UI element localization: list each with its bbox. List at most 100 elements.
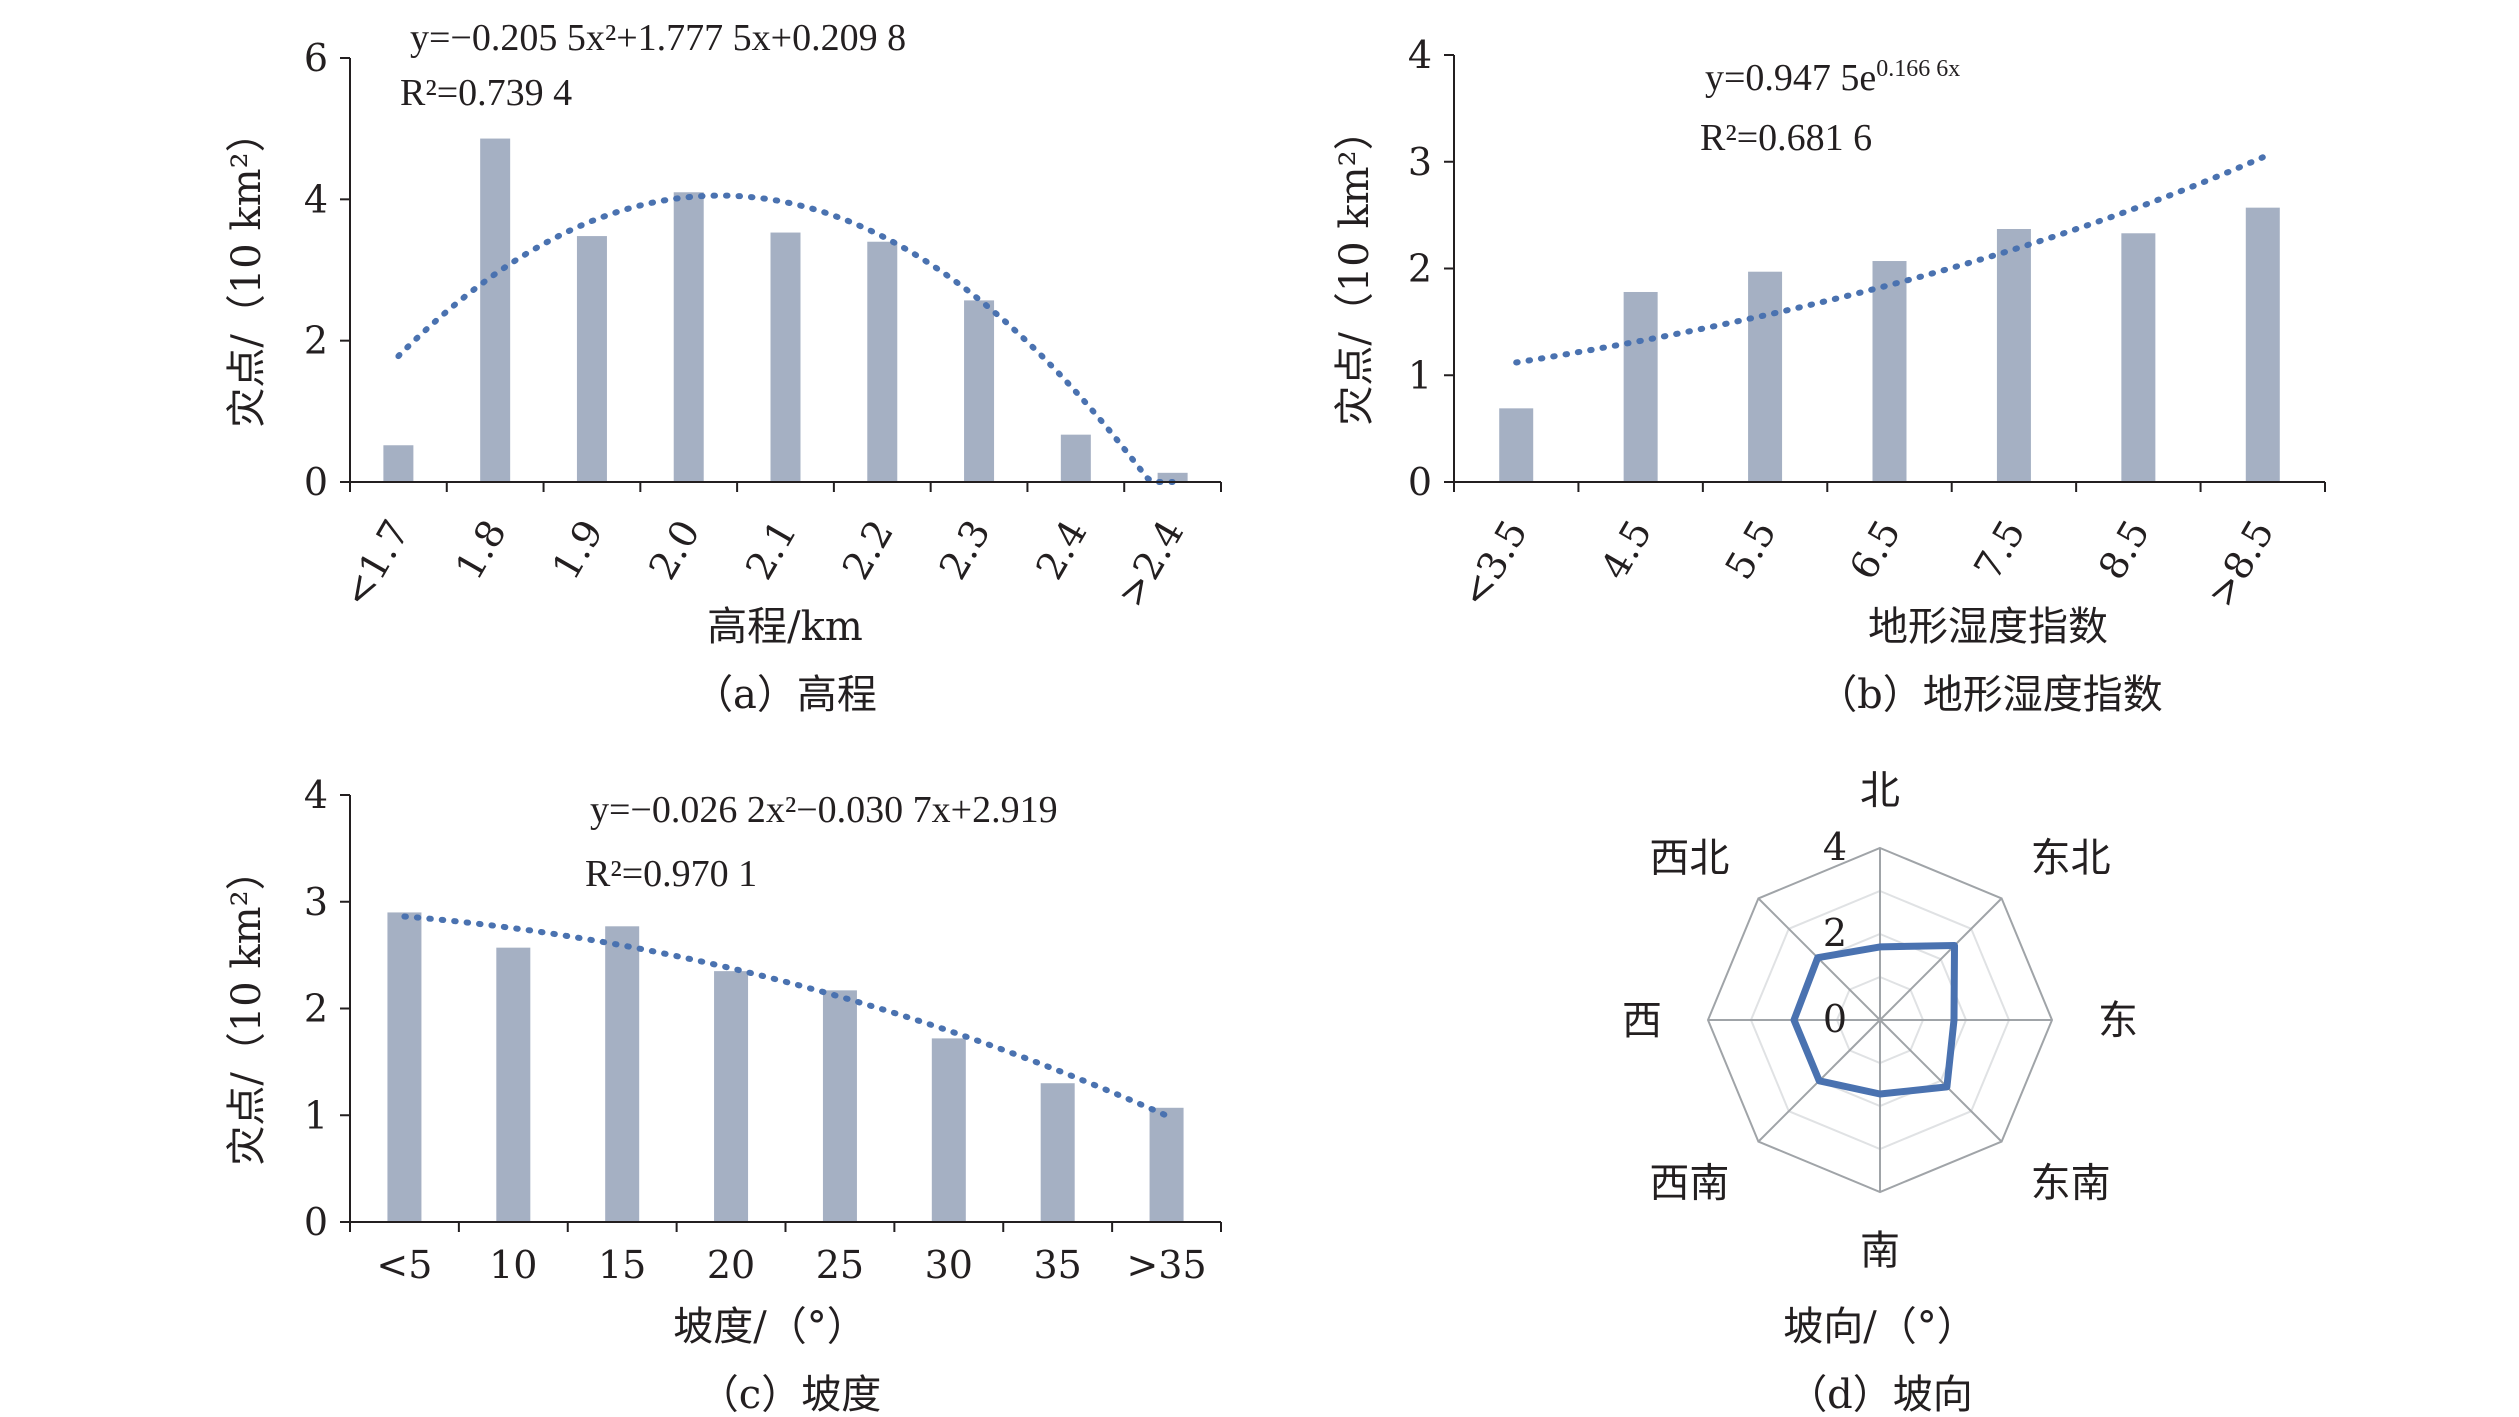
panel-a-bar-2 xyxy=(576,236,607,482)
panel-d-direction-label: 东北 xyxy=(2031,835,2111,881)
panel-b-bar-3 xyxy=(1872,261,1907,482)
panel-c-x-ticks: <5 10 15 20 25 30 35 >35 xyxy=(349,1222,1222,1287)
panel-d-grid xyxy=(1706,846,2054,1194)
panel-c-x-tick-label: 30 xyxy=(925,1243,973,1287)
panel-d-radial-ticks: 0 2 4 xyxy=(1823,825,1847,1041)
panel-c-trendline xyxy=(401,913,1170,1119)
panel-b-bar-1 xyxy=(1623,291,1658,482)
panel-a-x-tick-label: 2.0 xyxy=(640,513,708,587)
panel-a-bar-5 xyxy=(867,241,898,482)
panel-b-equation-exponent: 0.166 6x xyxy=(1876,56,1960,82)
panel-a-x-tick-label: 1.8 xyxy=(447,513,515,587)
panel-c-equation: y=−0.026 2x²−0.030 7x+2.919 xyxy=(590,789,1058,831)
panel-b-bar-2 xyxy=(1748,271,1783,482)
panel-c-x-tick-label: <5 xyxy=(376,1243,432,1287)
panel-a-bar-3 xyxy=(673,192,704,482)
panel-b-caption: （b）地形湿度指数 xyxy=(1817,672,2163,718)
panel-a-x-tick-label: 2.4 xyxy=(1027,513,1095,587)
panel-c-x-tick-label: 35 xyxy=(1034,1243,1082,1287)
panel-a-r2: R²=0.739 4 xyxy=(400,72,572,114)
panel-d-x-label: 坡向/（°） xyxy=(1783,1304,1976,1350)
panel-c-x-label: 坡度/（°） xyxy=(673,1304,866,1350)
panel-b-x-tick-label: 8.5 xyxy=(2090,513,2158,587)
panel-b-bars xyxy=(1499,207,2280,482)
panel-c-y-tick-label: 2 xyxy=(304,987,328,1031)
panel-d-spoke xyxy=(1879,897,2003,1021)
panel-d-direction-label: 北 xyxy=(1860,768,1900,814)
panel-a-x-label: 高程/km xyxy=(707,604,863,650)
panel-b-r2: R²=0.681 6 xyxy=(1700,117,1872,159)
panel-b-x-tick-label: >8.5 xyxy=(2198,513,2282,615)
panel-c-bar-1 xyxy=(496,947,531,1222)
panel-a-bar-1 xyxy=(480,138,511,482)
panel-a: 0 2 4 6 <1.7 1.8 1.9 2.0 2.1 2.2 2.3 2.4 >2.4 y=−0.… xyxy=(224,17,1222,718)
panel-a-x-tick-label: 2.2 xyxy=(834,513,902,587)
panel-d-radar-series xyxy=(1790,942,1958,1098)
panel-c-y-tick-label: 4 xyxy=(304,773,328,817)
panel-a-y-tick-label: 2 xyxy=(304,319,328,363)
panel-a-y-tick-label: 4 xyxy=(304,177,328,221)
panel-b-y-tick-label: 2 xyxy=(1408,247,1432,291)
panel-c-r2: R²=0.970 1 xyxy=(585,853,757,895)
panel-a-bars xyxy=(383,138,1188,482)
panel-a-bar-6 xyxy=(964,300,995,482)
panel-a-x-tick-label: >2.4 xyxy=(1108,513,1192,615)
panel-d-radial-tick-label: 2 xyxy=(1823,911,1847,955)
panel-b-x-tick-label: 7.5 xyxy=(1965,513,2033,587)
panel-d-radial-tick-label: 0 xyxy=(1823,997,1847,1041)
panel-c-x-tick-label: 10 xyxy=(489,1243,537,1287)
panel-d-direction-label: 东南 xyxy=(2031,1161,2111,1207)
panel-a-caption: （a）高程 xyxy=(693,672,877,718)
panel-b-equation: y=0.947 5e0.166 6x xyxy=(1705,56,1960,99)
panel-c-y-tick-label: 3 xyxy=(304,880,328,924)
panel-c-bar-0 xyxy=(387,912,422,1222)
panel-c-bar-5 xyxy=(931,1038,966,1222)
panel-c-y-tick-label: 1 xyxy=(304,1093,328,1137)
panel-c-bar-6 xyxy=(1040,1083,1075,1222)
panel-a-x-tick-label: <1.7 xyxy=(334,513,418,615)
panel-b-x-tick-label: <3.5 xyxy=(1452,513,1536,615)
panel-b-equation-text: y=0.947 5e xyxy=(1705,57,1876,99)
panel-a-x-tick-label: 2.3 xyxy=(931,513,999,587)
panel-a-x-tick-label: 1.9 xyxy=(543,513,611,587)
panel-d-direction-label: 西南 xyxy=(1649,1161,1729,1207)
panel-a-y-label: 灾点/（10 km²） xyxy=(224,112,270,427)
panel-a-y-tick-label: 6 xyxy=(304,36,328,80)
panel-b-x-tick-label: 5.5 xyxy=(1717,513,1785,587)
panel-a-bar-4 xyxy=(770,232,801,482)
panel-b-bar-6 xyxy=(2245,207,2280,482)
panel-b: 0 1 2 3 4 <3.5 4.5 5.5 6.5 7.5 8.5 >8.5 y=0.947 5e… xyxy=(1332,33,2326,718)
panel-d-direction-label: 南 xyxy=(1860,1228,1900,1274)
panel-b-y-label: 灾点/（10 km²） xyxy=(1332,110,1378,425)
panel-b-x-label: 地形湿度指数 xyxy=(1868,604,2108,650)
panel-a-y-ticks: 0 2 4 6 xyxy=(304,36,350,504)
panel-d-spoke xyxy=(1879,1019,2003,1143)
panel-d-caption: （d）坡向 xyxy=(1787,1372,1973,1417)
panel-a-bar-0 xyxy=(383,445,414,482)
panel-c-bar-2 xyxy=(605,926,640,1222)
panel-b-y-ticks: 0 1 2 3 4 xyxy=(1408,33,1454,504)
panel-a-trendline xyxy=(395,192,1176,485)
panel-a-bar-7 xyxy=(1060,434,1091,482)
panel-b-trendline xyxy=(1513,154,2266,366)
panel-b-y-tick-label: 0 xyxy=(1408,460,1432,504)
panel-d-direction-label: 西 xyxy=(1622,998,1662,1044)
panel-a-x-ticks: <1.7 1.8 1.9 2.0 2.1 2.2 2.3 2.4 >2.4 xyxy=(334,482,1222,615)
panel-b-x-ticks: <3.5 4.5 5.5 6.5 7.5 8.5 >8.5 xyxy=(1452,482,2326,615)
panel-b-y-tick-label: 4 xyxy=(1408,33,1432,77)
panel-c: 0 1 2 3 4 <5 10 15 20 25 30 35 >35 y=−0.026 2x²−0.0… xyxy=(224,773,1222,1417)
panel-c-y-label: 灾点/（10 km²） xyxy=(224,850,270,1165)
panel-c-x-tick-label: 20 xyxy=(707,1243,755,1287)
panel-c-bar-7 xyxy=(1149,1107,1184,1222)
panel-d-radial-tick-label: 4 xyxy=(1823,825,1847,869)
panel-b-bar-4 xyxy=(1996,229,2031,482)
panel-c-x-tick-label: 25 xyxy=(816,1243,864,1287)
panel-d-direction-label: 东 xyxy=(2098,998,2138,1044)
panel-c-caption: （c）坡度 xyxy=(699,1372,881,1417)
panel-c-y-tick-label: 0 xyxy=(304,1200,328,1244)
panel-a-bar-8 xyxy=(1157,472,1188,482)
panel-c-x-tick-label: 15 xyxy=(598,1243,646,1287)
